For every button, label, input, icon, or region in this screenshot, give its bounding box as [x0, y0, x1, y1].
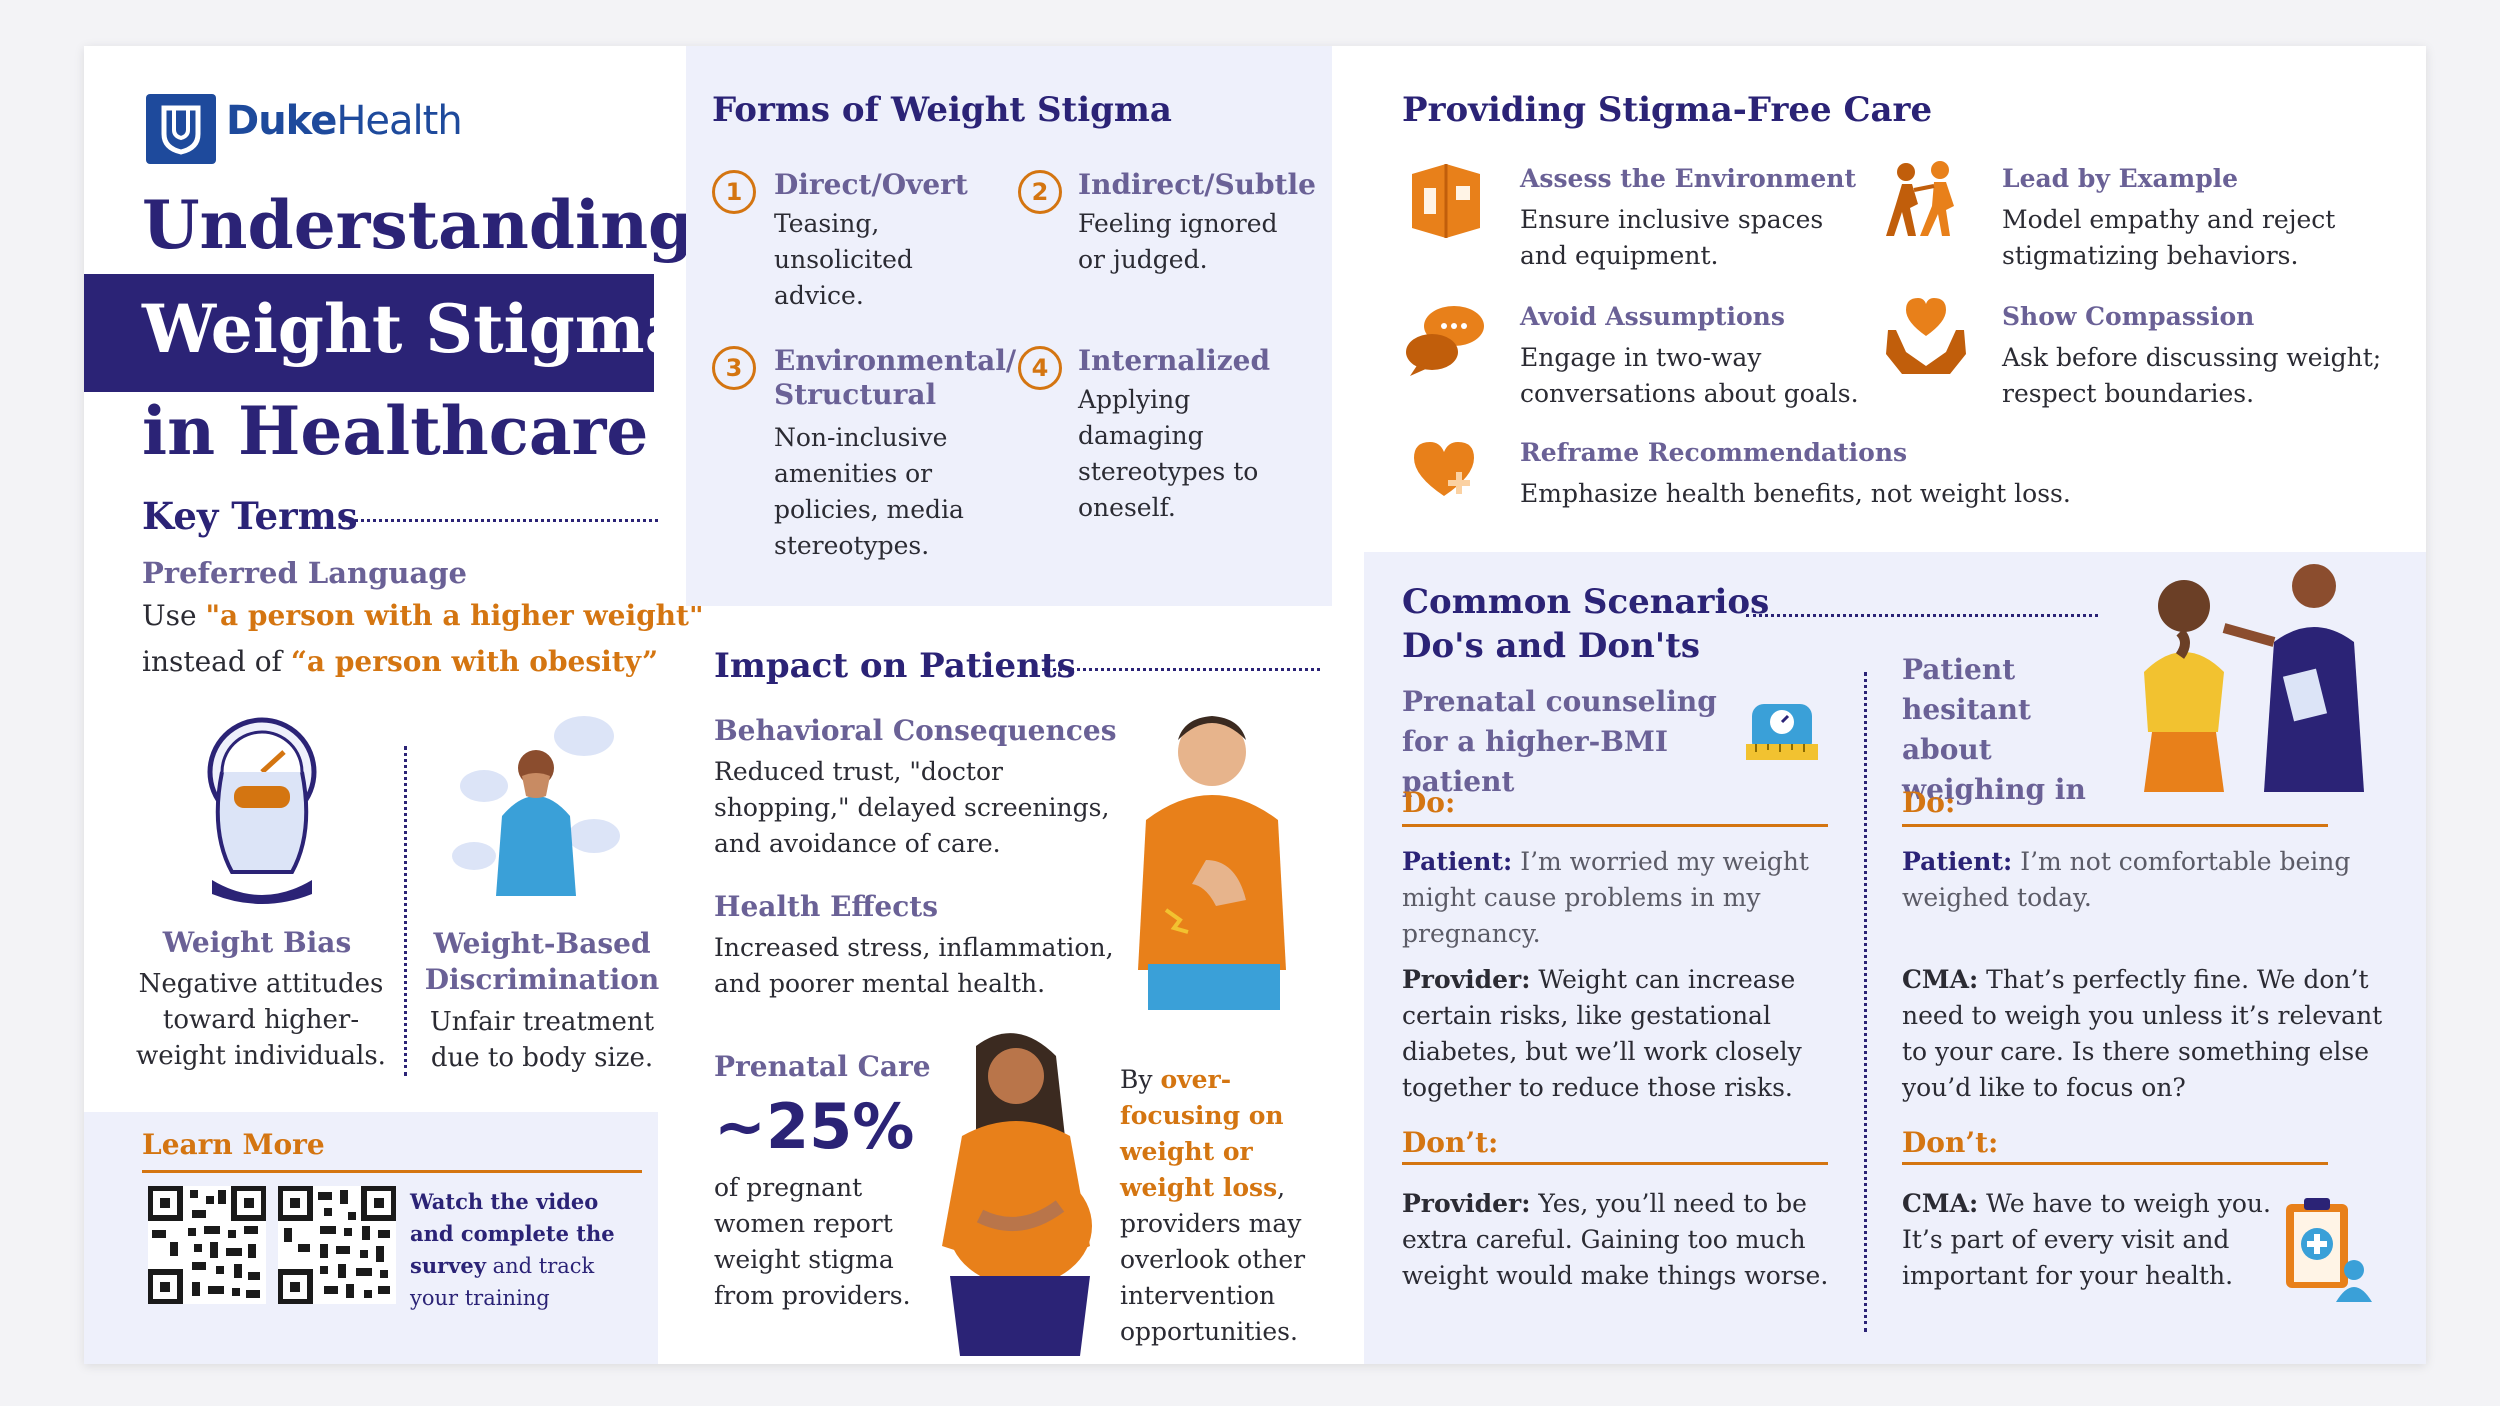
- behavioral-desc: Reduced trust, "doctor shopping," delaye…: [714, 757, 1110, 858]
- forms-panel: [686, 46, 1332, 606]
- scenario-left-dont-provider: Provider: Yes, you’ll need to be extra c…: [1402, 1189, 1829, 1290]
- form-desc-2: Feeling ignored or judged.: [1078, 209, 1278, 274]
- key-terms-heading: Key Terms: [142, 494, 358, 538]
- form-desc-4: Applying damaging stereotypes to oneself…: [1078, 385, 1259, 522]
- form-desc-1: Teasing, unsolicited advice.: [774, 209, 913, 310]
- stigma-item-4-title: Show Compassion: [2002, 302, 2255, 331]
- pregnant-woman-icon: [916, 1026, 1116, 1356]
- scenarios-heading-line1: Common Scenarios: [1402, 582, 1770, 622]
- qr-code-video-icon[interactable]: [147, 1185, 267, 1305]
- form-number-2: 2: [1018, 170, 1062, 214]
- stigma-item-5-desc: Emphasize health benefits, not weight lo…: [1520, 479, 2071, 508]
- infographic-card: DukeHealth Understanding Weight Stigma i…: [84, 46, 2426, 1364]
- form-title-2: Indirect/Subtle: [1078, 168, 1316, 201]
- scenarios-heading: Common Scenarios Do's and Don'ts: [1402, 580, 1769, 668]
- form-number-1: 1: [712, 170, 756, 214]
- learn-more-heading: Learn More: [142, 1128, 325, 1161]
- walking-people-icon: [1884, 160, 1968, 240]
- scenario-left-do-rule: [1402, 824, 1828, 827]
- form-number-3: 3: [712, 346, 756, 390]
- learn-more-text: Watch the video and complete the survey …: [410, 1189, 615, 1310]
- patient-and-cma-icon: [2124, 562, 2384, 792]
- preferred-language-heading: Preferred Language: [142, 556, 467, 590]
- concerned-man-icon: [1126, 710, 1296, 1010]
- scenario-right-dont-rule: [1902, 1162, 2328, 1165]
- title-band: [84, 274, 654, 392]
- form-desc-3: Non-inclusive amenities or policies, med…: [774, 423, 964, 560]
- forms-heading: Forms of Weight Stigma: [712, 90, 1172, 130]
- scenario-right-do-cma: CMA: That’s perfectly fine. We don’t nee…: [1902, 965, 2383, 1102]
- stigma-item-3-desc: Engage in two-way conversations about go…: [1520, 343, 1859, 408]
- stigma-item-3-title: Avoid Assumptions: [1520, 302, 1785, 331]
- stigma-item-5-title: Reframe Recommendations: [1520, 438, 1908, 467]
- scenario-left-dont-label: Don’t:: [1402, 1126, 1499, 1159]
- stigma-item-2-desc: Model empathy and reject stigmatizing be…: [2002, 205, 2336, 270]
- key-terms-divider: [342, 519, 658, 522]
- health-effects-desc: Increased stress, inflammation, and poor…: [714, 933, 1114, 998]
- stigma-item-1-title: Assess the Environment: [1520, 164, 1856, 193]
- chat-bubbles-icon: [1404, 302, 1488, 378]
- scenario-right-dont-label: Don’t:: [1902, 1126, 1999, 1159]
- room-icon: [1406, 160, 1486, 240]
- person-on-scale-icon: [192, 712, 332, 912]
- duke-health-logo-icon: [146, 94, 216, 164]
- medical-clipboard-icon: [2280, 1194, 2376, 1304]
- form-title-4: Internalized: [1078, 344, 1271, 377]
- impact-divider: [1042, 668, 1320, 671]
- scenarios-column-divider: [1864, 672, 1867, 1332]
- scenario-right-do-rule: [1902, 824, 2328, 827]
- term-weight-bias-name: Weight Bias: [162, 926, 352, 959]
- form-title-1: Direct/Overt: [774, 168, 968, 201]
- scenario-left-do-label: Do:: [1402, 786, 1456, 819]
- scenarios-heading-line2: Do's and Don'ts: [1402, 626, 1701, 666]
- title-line-2: Weight Stigma: [142, 290, 688, 368]
- preferred-language-use: Use "a person with a higher weight": [142, 599, 704, 632]
- scenario-left-do-provider: Provider: Weight can increase certain ri…: [1402, 965, 1802, 1102]
- overfocus-text: By over-focusing on weight or weight los…: [1120, 1065, 1306, 1346]
- title-line-3: in Healthcare: [142, 392, 649, 470]
- title-line-1: Understanding: [142, 186, 695, 264]
- stigma-item-1-desc: Ensure inclusive spaces and equipment.: [1520, 205, 1824, 270]
- brand-name: DukeHealth: [226, 98, 463, 144]
- scenario-left-title: Prenatal counseling for a higher-BMI pat…: [1402, 685, 1717, 798]
- prenatal-care-title: Prenatal Care: [714, 1050, 931, 1083]
- learn-more-rule: [142, 1170, 642, 1173]
- term-discrimination-name: Weight-Based Discrimination: [424, 927, 660, 996]
- scenario-right-do-label: Do:: [1902, 786, 1956, 819]
- term-discrimination-desc: Unfair treatment due to body size.: [429, 1007, 655, 1073]
- stigma-item-4-desc: Ask before discussing weight; respect bo…: [2002, 343, 2382, 408]
- hands-heart-icon: [1884, 296, 1968, 376]
- scale-tape-icon: [1744, 694, 1820, 770]
- impact-heading: Impact on Patients: [714, 646, 1076, 686]
- scenario-right-do-patient: Patient: I’m not comfortable being weigh…: [1902, 847, 2351, 912]
- stigma-free-heading: Providing Stigma-Free Care: [1402, 90, 1933, 130]
- scenarios-divider: [1746, 614, 2098, 617]
- qr-code-survey-icon[interactable]: [277, 1185, 397, 1305]
- behavioral-title: Behavioral Consequences: [714, 714, 1117, 747]
- scenario-right-title: Patient hesitant about weighing in: [1902, 653, 2086, 806]
- scenario-right-dont-cma: CMA: We have to weigh you. It’s part of …: [1902, 1189, 2271, 1290]
- distressed-person-icon: [444, 706, 624, 906]
- stigma-item-2-title: Lead by Example: [2002, 164, 2239, 193]
- term-weight-bias-desc: Negative attitudes toward higher-weight …: [136, 969, 386, 1071]
- form-number-4: 4: [1018, 346, 1062, 390]
- scenario-left-dont-rule: [1402, 1162, 1828, 1165]
- terms-divider: [404, 746, 407, 1076]
- preferred-language-instead: instead of “a person with obesity”: [142, 645, 659, 678]
- scenario-left-do-patient: Patient: I’m worried my weight might cau…: [1402, 847, 1809, 948]
- form-title-3: Environmental/ Structural: [774, 344, 1017, 411]
- heart-plus-icon: [1410, 436, 1482, 502]
- prenatal-stat-desc: of pregnant women report weight stigma f…: [714, 1173, 911, 1310]
- scenarios-panel: [1364, 552, 2426, 1364]
- prenatal-stat: ~25%: [714, 1090, 915, 1163]
- health-effects-title: Health Effects: [714, 890, 938, 923]
